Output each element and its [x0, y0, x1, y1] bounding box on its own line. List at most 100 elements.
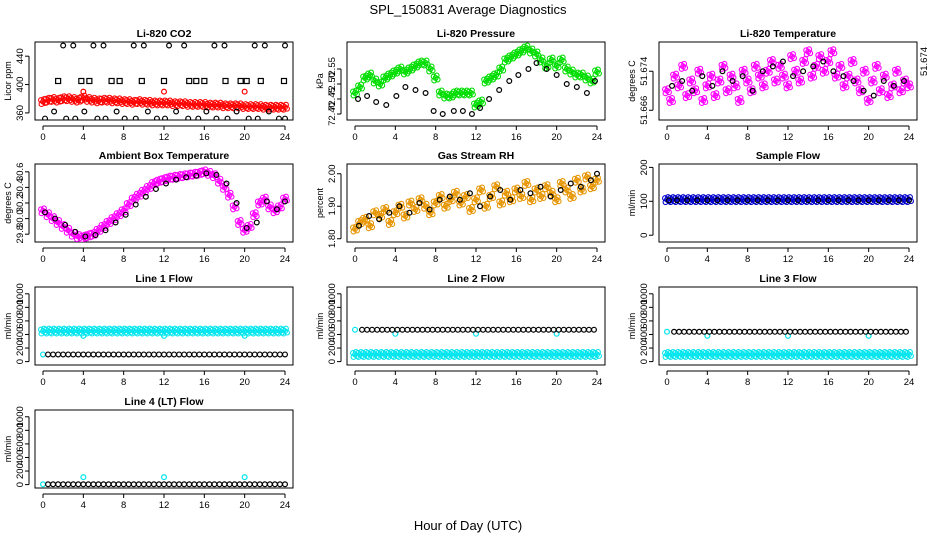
data-point	[827, 328, 834, 335]
data-point	[551, 61, 558, 68]
data-point	[107, 221, 114, 227]
data-point	[722, 86, 729, 93]
plot-frame	[34, 41, 294, 121]
data-point	[161, 351, 168, 358]
data-point	[738, 99, 745, 105]
data-point	[211, 351, 218, 358]
data-point	[221, 481, 228, 488]
data-point	[497, 187, 504, 194]
data-point	[511, 49, 518, 56]
data-point	[63, 225, 70, 232]
plot-frame	[346, 41, 606, 121]
data-point	[544, 181, 551, 188]
data-point	[201, 481, 208, 488]
data-point	[897, 328, 904, 335]
series-layer	[39, 474, 289, 488]
x-tick-label: 8	[121, 377, 126, 388]
data-point	[249, 210, 256, 217]
data-point	[662, 86, 668, 93]
data-point	[138, 186, 145, 193]
data-point	[364, 217, 371, 224]
data-point	[595, 66, 601, 73]
data-point	[895, 69, 902, 76]
data-point	[769, 56, 776, 62]
data-point	[791, 66, 798, 73]
data-point	[486, 196, 493, 202]
data-point	[862, 328, 869, 335]
data-point	[376, 216, 383, 223]
data-point	[723, 90, 729, 97]
data-point	[774, 197, 781, 204]
x-tick-label: 0	[664, 377, 669, 388]
data-point	[581, 172, 588, 179]
data-point	[464, 326, 471, 333]
data-point	[477, 104, 484, 111]
data-point	[669, 95, 675, 101]
y-tick-label: 100	[639, 193, 650, 209]
panel-title: Line 1 Flow	[135, 273, 193, 285]
data-point	[500, 201, 507, 208]
x-tick-label: 4	[393, 132, 398, 143]
data-point	[216, 481, 223, 488]
x-tick-label: 20	[551, 132, 562, 143]
data-point	[540, 195, 547, 201]
data-point	[388, 217, 395, 223]
data-point	[418, 194, 425, 201]
y-tick-label: 360	[15, 105, 26, 121]
data-point	[356, 222, 363, 229]
plot-frame	[346, 163, 606, 243]
data-point	[848, 61, 854, 67]
data-point	[421, 205, 428, 212]
data-point	[225, 194, 231, 201]
data-point	[453, 187, 460, 194]
y-tick-label: 30.4	[15, 178, 26, 197]
x-tick-label: 16	[823, 132, 834, 143]
data-point	[72, 115, 79, 120]
data-point	[130, 481, 137, 488]
x-tick-label: 12	[159, 254, 170, 265]
data-point	[119, 210, 126, 217]
data-point	[790, 51, 796, 58]
data-point	[50, 481, 57, 488]
data-point	[51, 108, 58, 115]
data-point	[134, 194, 141, 201]
data-point	[80, 351, 87, 358]
data-point	[132, 115, 139, 120]
data-point	[882, 328, 889, 335]
x-tick-label: 24	[280, 132, 291, 143]
data-point	[113, 210, 120, 217]
data-point	[736, 328, 743, 335]
data-point	[446, 193, 453, 200]
data-point	[852, 328, 859, 335]
x-tick-label: 24	[280, 377, 291, 388]
data-point	[795, 80, 802, 87]
data-point	[470, 208, 476, 214]
data-point	[662, 90, 669, 97]
data-point	[245, 115, 252, 120]
data-point	[495, 73, 502, 80]
data-point	[592, 354, 599, 360]
data-point	[409, 201, 416, 208]
data-point	[431, 202, 438, 209]
data-point	[439, 326, 446, 333]
data-point	[731, 328, 738, 335]
data-point	[364, 92, 371, 99]
data-point	[676, 328, 683, 335]
data-point	[390, 71, 397, 78]
data-point	[827, 51, 834, 58]
data-point	[670, 75, 677, 82]
data-point	[480, 188, 486, 195]
data-point	[577, 189, 584, 196]
plot-frame	[34, 163, 294, 243]
panel-5: Gas Stream RH 0 4 8 12 16 20 24 1.80 1.90 2.00perc…	[315, 150, 606, 265]
data-point	[123, 200, 130, 207]
data-point	[193, 77, 200, 85]
data-point	[234, 218, 241, 224]
y-tick-label-right: 51.674	[919, 47, 930, 76]
data-point	[143, 182, 150, 189]
data-point	[521, 183, 528, 189]
data-point	[454, 191, 461, 198]
data-point	[444, 326, 451, 333]
data-point	[900, 77, 907, 84]
data-point	[704, 197, 711, 204]
